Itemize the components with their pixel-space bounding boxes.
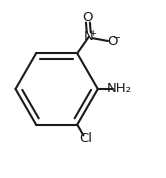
Text: O: O xyxy=(107,35,118,48)
Text: −: − xyxy=(113,33,121,43)
Text: N: N xyxy=(84,30,94,43)
Text: +: + xyxy=(89,29,96,38)
Text: O: O xyxy=(83,11,93,24)
Text: NH₂: NH₂ xyxy=(107,82,132,96)
Text: Cl: Cl xyxy=(79,132,92,145)
